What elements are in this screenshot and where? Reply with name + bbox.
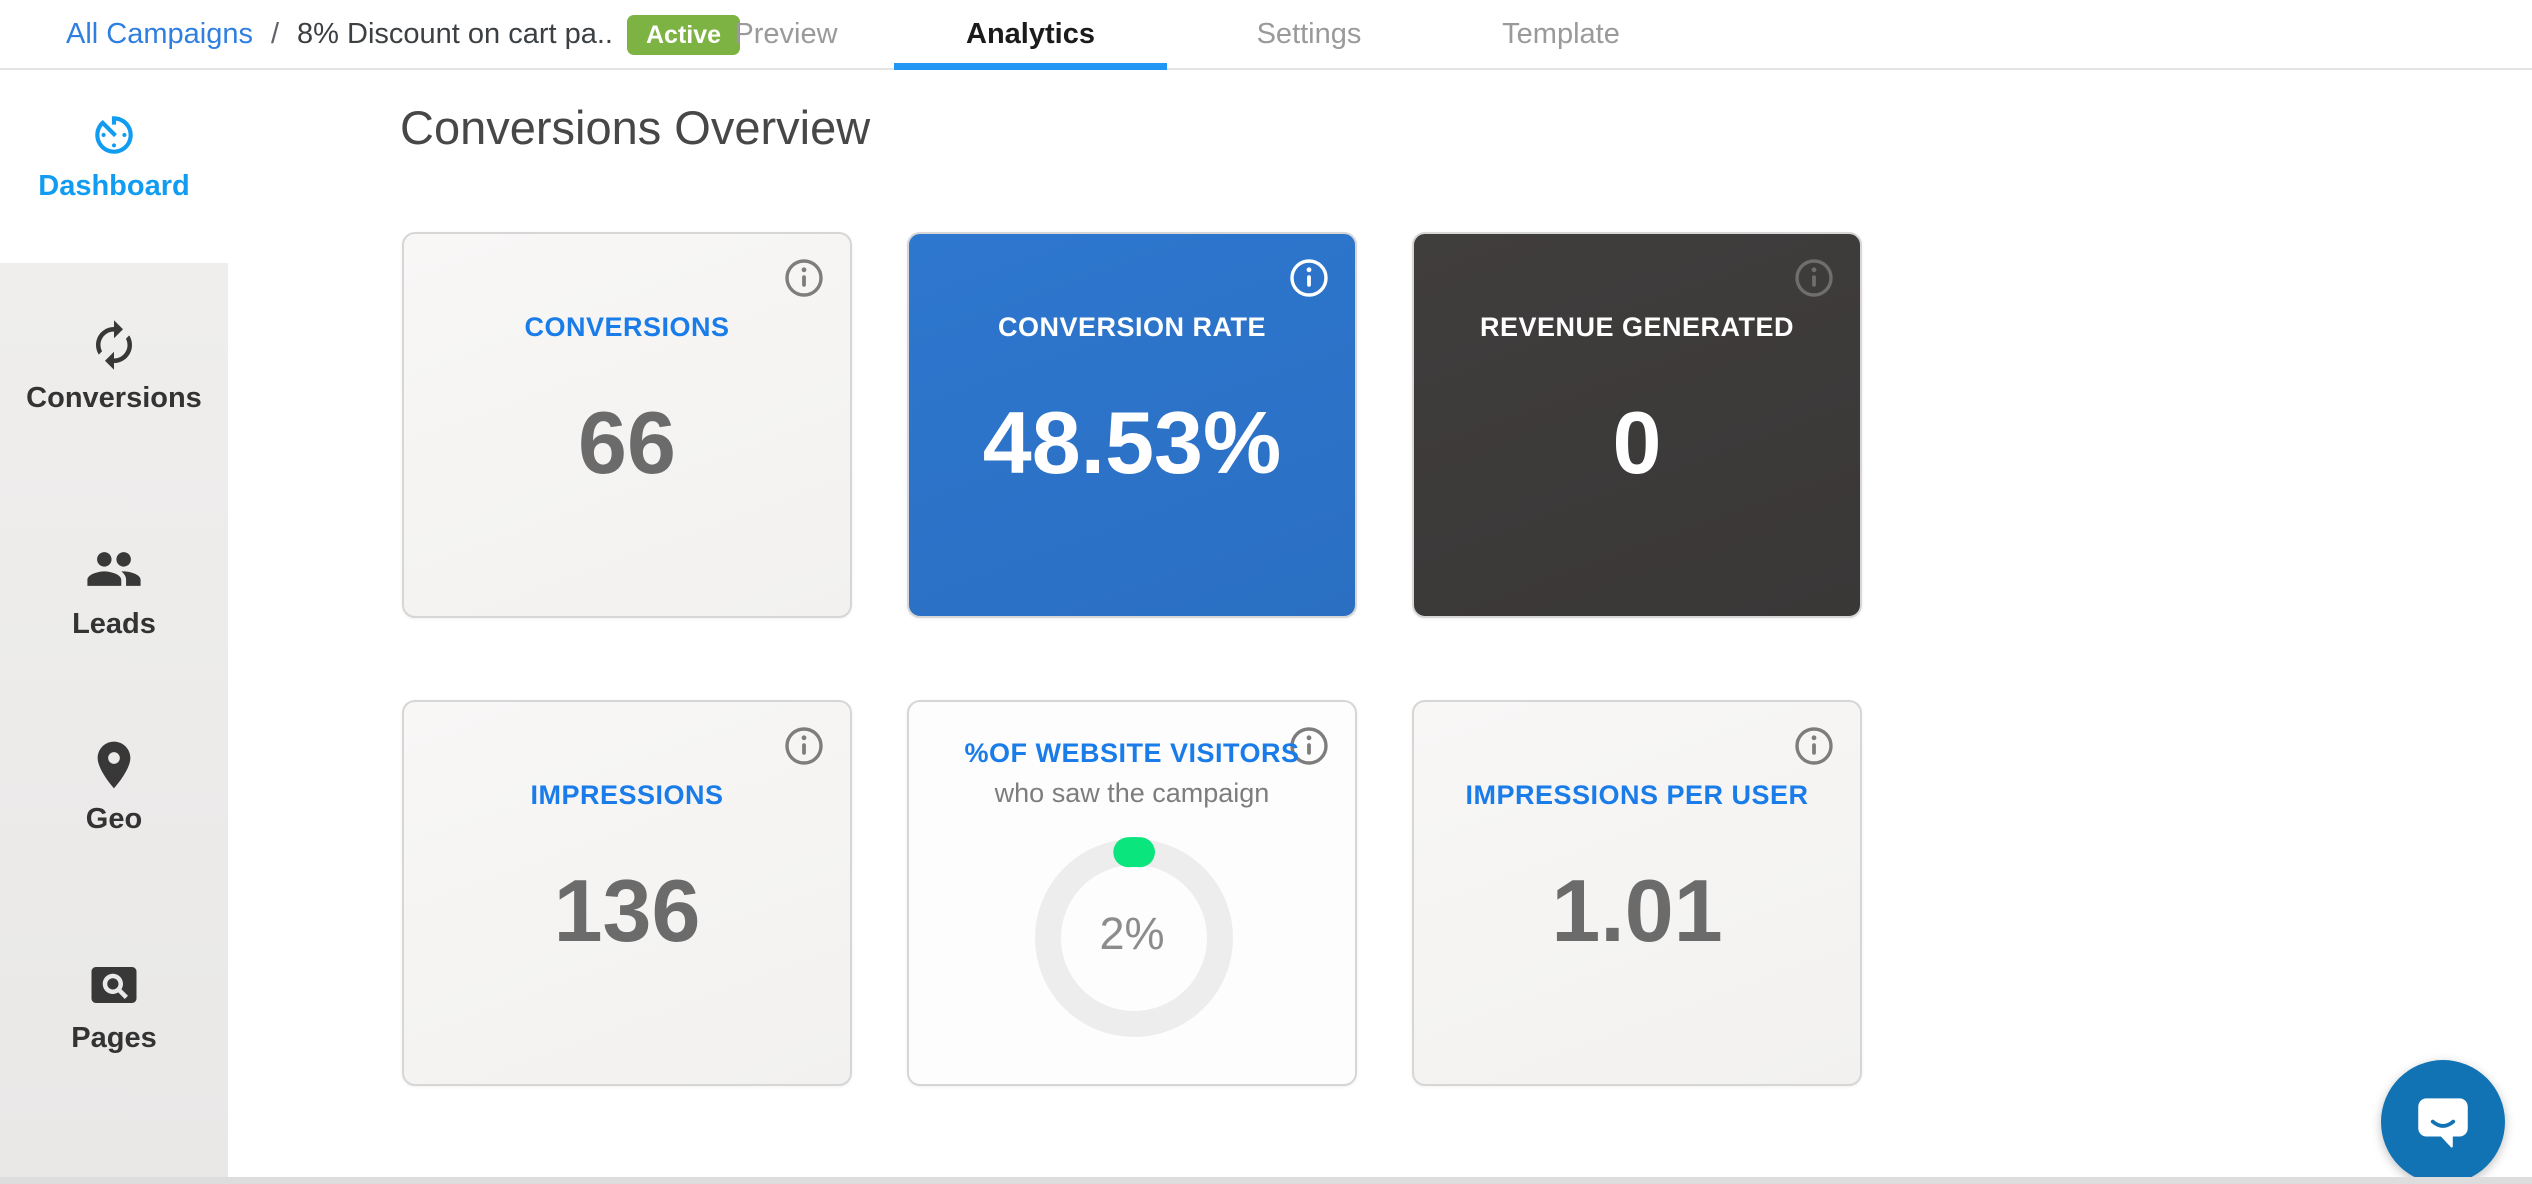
metric-value: 136 (553, 861, 701, 960)
breadcrumb-all-campaigns-link[interactable]: All Campaigns (66, 17, 253, 50)
metric-card-impressions-per-user: IMPRESSIONS PER USER 1.01 (1412, 700, 1862, 1086)
sidebar-item-conversions[interactable]: Conversions (0, 318, 228, 415)
metric-label: %OF WEBSITE VISITORS (964, 738, 1300, 768)
sidebar-item-pages[interactable]: Pages (0, 958, 228, 1055)
metric-value: 48.53% (982, 393, 1282, 492)
breadcrumb-campaign-name: 8% Discount on cart pa.. (297, 17, 613, 50)
donut-center-value: 2% (1099, 908, 1165, 959)
chat-launcher-button[interactable] (2381, 1060, 2505, 1184)
info-icon[interactable] (1792, 724, 1836, 768)
sidebar-item-label: Geo (85, 803, 143, 835)
metric-card-impressions: IMPRESSIONS 136 (402, 700, 852, 1086)
page-search-icon (87, 958, 141, 1012)
info-icon[interactable] (1792, 256, 1836, 300)
info-icon[interactable] (1287, 724, 1331, 768)
visitors-donut-chart (1028, 832, 1240, 1044)
sidebar-item-label: Dashboard (38, 170, 190, 202)
metric-card-revenue-generated: REVENUE GENERATED 0 (1412, 232, 1862, 618)
sidebar-item-label: Pages (71, 1022, 157, 1054)
metric-value: 66 (578, 393, 676, 492)
metric-sublabel: who saw the campaign (994, 778, 1270, 808)
tab-settings[interactable]: Settings (1256, 17, 1362, 50)
info-icon[interactable] (782, 724, 826, 768)
sidebar-active-section (0, 70, 228, 263)
timer-dashboard-icon (89, 110, 139, 160)
sidebar-item-dashboard[interactable]: Dashboard (0, 110, 228, 203)
info-icon[interactable] (1287, 256, 1331, 300)
tab-template[interactable]: Template (1502, 17, 1620, 50)
metric-label: IMPRESSIONS PER USER (1465, 780, 1809, 810)
page-title: Conversions Overview (400, 101, 871, 154)
breadcrumb-separator: / (270, 17, 280, 50)
sidebar-item-label: Conversions (26, 382, 202, 414)
info-icon[interactable] (782, 256, 826, 300)
location-pin-icon (86, 737, 142, 793)
top-bar: All Campaigns / 8% Discount on cart pa..… (0, 0, 2532, 70)
sidebar (0, 263, 228, 1184)
breadcrumb: All Campaigns / 8% Discount on cart pa.. (66, 0, 613, 68)
people-icon (85, 540, 143, 598)
metric-value: 0 (1612, 393, 1662, 492)
autorenew-icon (87, 318, 141, 372)
metric-label: REVENUE GENERATED (1479, 312, 1795, 342)
metric-label: CONVERSIONS (524, 312, 730, 342)
metric-card-website-visitors: %OF WEBSITE VISITORS who saw the campaig… (907, 700, 1357, 1086)
chat-bubble-icon (2410, 1087, 2476, 1158)
sidebar-item-label: Leads (72, 608, 156, 640)
sidebar-item-leads[interactable]: Leads (0, 540, 228, 641)
tab-analytics[interactable]: Analytics (894, 0, 1167, 70)
bottom-edge-strip (0, 1177, 2532, 1184)
metric-value: 1.01 (1551, 861, 1723, 960)
metric-card-conversion-rate: CONVERSION RATE 48.53% (907, 232, 1357, 618)
metric-card-conversions: CONVERSIONS 66 (402, 232, 852, 618)
metric-label: IMPRESSIONS (530, 780, 724, 810)
status-badge: Active (627, 15, 741, 55)
tab-preview[interactable]: Preview (734, 17, 838, 50)
sidebar-item-geo[interactable]: Geo (0, 737, 228, 836)
metric-label: CONVERSION RATE (997, 312, 1267, 342)
